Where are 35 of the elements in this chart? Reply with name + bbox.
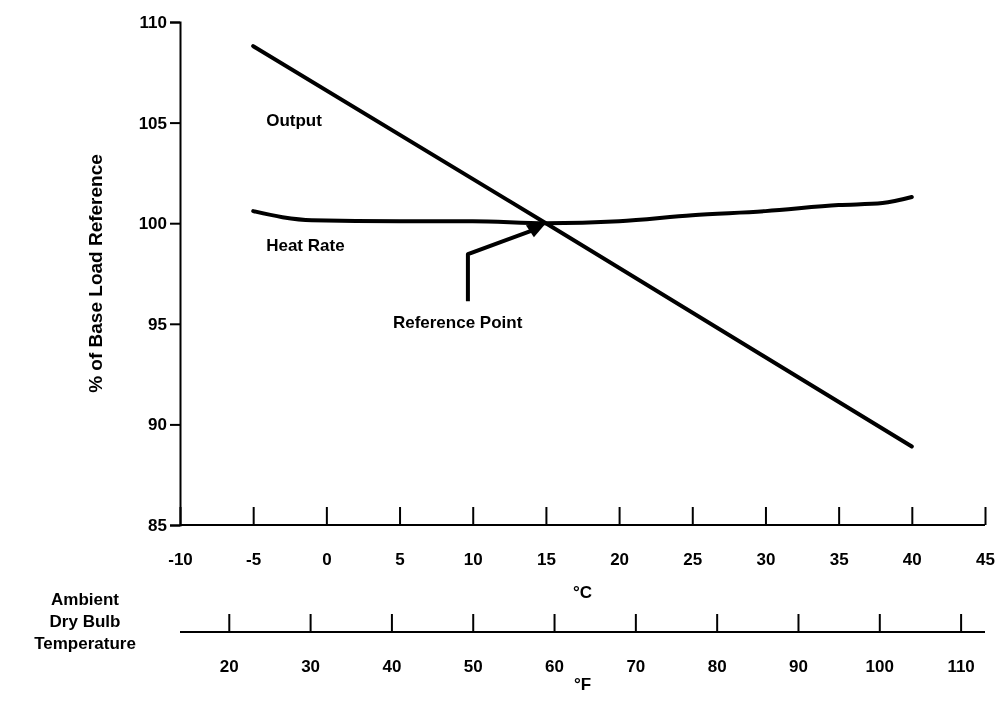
x2-tick-label: 30 [301,657,321,677]
x2-tick-label: 20 [219,657,239,677]
x2-tick-label: 70 [626,657,646,677]
x2-tick-label: 90 [789,657,808,677]
y-axis-title: % of Base Load Reference [85,154,106,393]
x-tick-label: 15 [536,550,556,570]
x-tick-label: 40 [902,550,922,570]
x-tick-label: 45 [976,550,995,570]
y-tick-label: 110 [139,12,167,32]
x-tick-label: 0 [322,550,332,570]
x-tick-label: 20 [610,550,630,570]
x-tick-label: -10 [168,550,193,570]
x-tick-label: 25 [683,550,703,570]
y-tick-label: 85 [148,515,167,535]
y-tick-label: 105 [138,113,167,133]
x-tick-label: 5 [395,550,405,570]
x-tick-label: 35 [829,550,849,570]
x2-axis-title: °F [573,675,592,694]
text: Ambient Dry Bulb Temperature [34,590,136,654]
y-tick-label: 95 [148,314,167,334]
y-tick-label: 90 [148,415,167,435]
x2-tick-label: 60 [545,657,564,677]
x2-tick-label: 50 [463,657,483,677]
x-tick-label: -5 [246,550,262,570]
x-axis-title: °C [572,583,593,602]
x2-tick-label: 40 [382,657,402,677]
x2-tick-label: 110 [947,657,975,677]
series-label: Output [266,111,323,131]
x2-tick-label: 80 [707,657,727,677]
series-label: Heat Rate [266,236,345,256]
x-tick-label: 10 [463,550,483,570]
x-tick-label: 30 [756,550,776,570]
y-tick-label: 100 [138,214,167,234]
x2-tick-label: 100 [865,657,894,677]
annotation: Reference Point [392,313,523,333]
